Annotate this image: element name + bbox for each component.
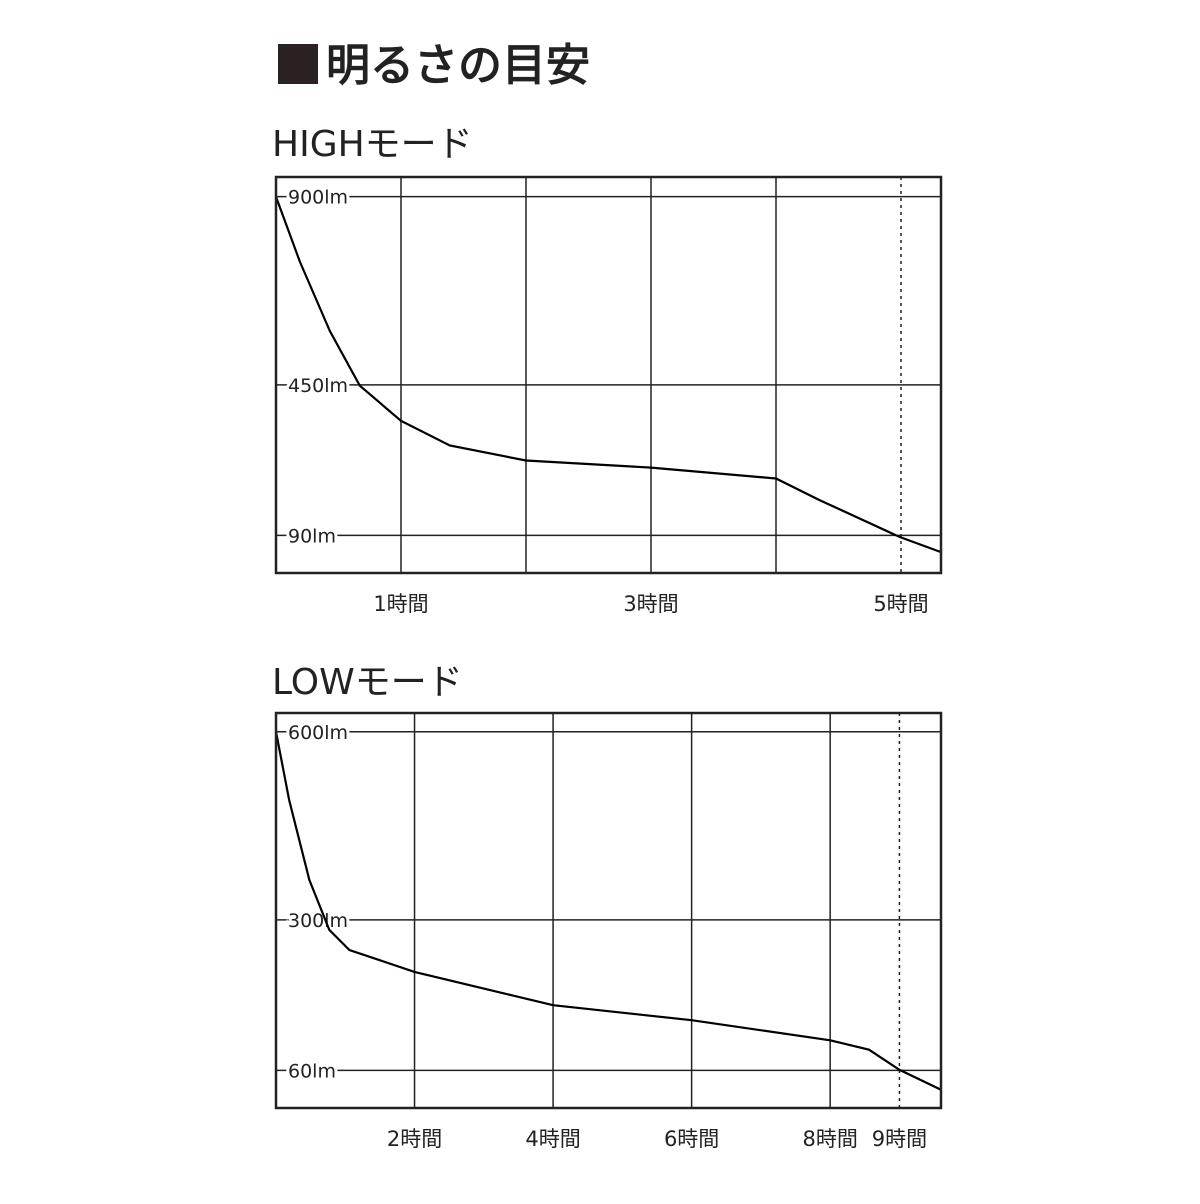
y-tick-label: 450lm <box>288 375 348 397</box>
y-tick-label: 600lm <box>288 722 348 744</box>
line <box>274 196 942 554</box>
y-tick-label: 90lm <box>288 525 336 547</box>
y-tick-label: 900lm <box>288 187 348 209</box>
x-tick-label: 5時間 <box>873 592 928 616</box>
y-tick-label: 300lm <box>288 910 348 932</box>
title-bullet <box>278 44 318 84</box>
plot-frame <box>274 711 943 1110</box>
x-tick-label: 9時間 <box>872 1127 927 1151</box>
chart-title: LOWモード <box>272 662 463 703</box>
plot-frame <box>274 175 943 575</box>
x-tick-label: 3時間 <box>623 592 678 616</box>
x-tick-label: 6時間 <box>664 1127 719 1151</box>
x-tick-label: 4時間 <box>525 1127 580 1151</box>
chart-title: HIGHモード <box>272 124 473 165</box>
y-tick-label: 60lm <box>288 1060 336 1082</box>
x-tick-label: 1時間 <box>373 592 428 616</box>
x-tick-label: 2時間 <box>387 1127 442 1151</box>
x-tick-label: 8時間 <box>802 1127 857 1151</box>
line <box>274 731 942 1091</box>
page-title: 明るさの目安 <box>326 40 590 91</box>
